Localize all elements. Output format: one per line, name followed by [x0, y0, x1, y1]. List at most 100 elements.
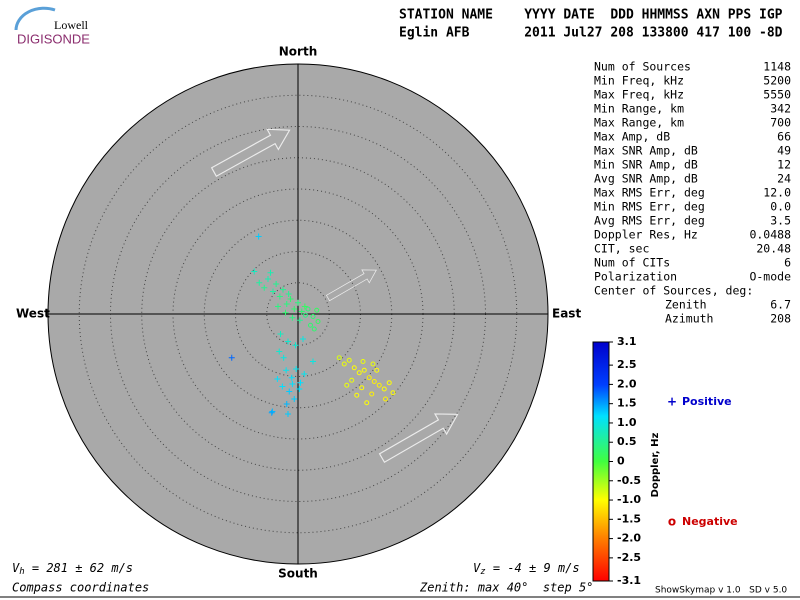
vh-symbol: V: [12, 561, 20, 575]
stat-value: 12.0: [763, 186, 791, 200]
colorbar-tick-label: -2.0: [617, 532, 641, 545]
source-positive: [276, 348, 283, 355]
stat-value: 342: [770, 102, 791, 116]
dir-south: South: [278, 567, 318, 581]
stat-label: Min Freq, kHz: [594, 74, 684, 88]
drift-arrows: [210, 128, 459, 463]
colorbar-tick-label: 0.5: [617, 435, 637, 448]
colorbar-tick-label: -2.5: [617, 551, 641, 564]
arrow: [378, 413, 459, 463]
colorbar-tick-label: 3.1: [617, 335, 637, 348]
source-negative: [303, 312, 308, 318]
source-negative: [359, 385, 365, 391]
stat-value: 24: [777, 172, 791, 186]
colorbar-tick-label: 0: [617, 455, 625, 468]
source-positive: [291, 396, 298, 402]
source-positive: [255, 233, 262, 240]
stat-label: Max Freq, kHz: [594, 88, 684, 102]
source-negative: [310, 314, 316, 319]
legend-marker: o: [668, 515, 676, 529]
center-row-label: Azimuth: [665, 312, 713, 326]
source-positive: [269, 408, 276, 415]
colorbar-tick-label: -1.5: [617, 512, 641, 525]
source-positive: [298, 308, 305, 315]
source-positive: [228, 354, 235, 361]
stat-label: Min RMS Err, deg: [594, 200, 705, 214]
source-positive: [293, 366, 300, 372]
source-negative: [390, 390, 396, 396]
source-negative: [349, 377, 355, 383]
source-positive: [295, 299, 301, 306]
source-negative: [314, 307, 320, 313]
colorbar-tick-label: 2.5: [617, 358, 637, 371]
source-negative: [361, 367, 367, 373]
colorbar: [592, 341, 610, 582]
stat-label: Polarization: [594, 270, 677, 284]
source-negative: [364, 400, 370, 406]
stat-label: Avg RMS Err, deg: [594, 214, 705, 228]
source-positive: [310, 358, 316, 365]
legend-marker: +: [667, 395, 677, 409]
source-positive: [285, 291, 292, 297]
vz-text: = -4 ± 9 m/s: [486, 561, 580, 575]
stat-value: 5200: [763, 74, 791, 88]
source-positive: [273, 281, 280, 287]
colorbar-tick-label: -0.5: [617, 474, 641, 487]
stat-value: 3.5: [770, 214, 791, 228]
arrow: [325, 269, 377, 302]
source-positive: [261, 284, 268, 291]
source-positive: [277, 331, 284, 337]
source-negative: [360, 359, 366, 364]
legend-label: Positive: [682, 395, 732, 408]
source-positive: [274, 376, 281, 382]
coords-note: Compass coordinates: [12, 581, 149, 595]
vz: Vz = -4 ± 9 m/s: [473, 561, 580, 577]
stat-value: 66: [777, 130, 791, 144]
source-positive: [283, 301, 290, 307]
stat-value: 12: [777, 158, 791, 172]
colorbar-label: Doppler, Hz: [650, 433, 661, 498]
source-positive: [280, 286, 286, 293]
stat-label: Avg SNR Amp, dB: [594, 172, 698, 186]
stat-value: 0.0488: [749, 228, 791, 242]
logo-arc: [14, 6, 56, 31]
source-positive: [289, 381, 296, 387]
source-negative: [381, 386, 387, 392]
source-positive: [288, 374, 295, 381]
stat-label: Min Range, km: [594, 102, 684, 116]
vh-sub: h: [19, 567, 24, 577]
center-row-label: Zenith: [665, 298, 707, 312]
stat-label: Doppler Res, Hz: [594, 228, 698, 242]
header-values: Eglin AFB 2011 Jul27 208 133800 417 100 …: [399, 26, 783, 41]
source-negative: [366, 375, 372, 381]
stat-label: Max SNR Amp, dB: [594, 144, 698, 158]
source-positive: [287, 296, 294, 302]
source-negative: [308, 322, 313, 328]
source-positive: [270, 288, 276, 295]
dir-west: West: [16, 307, 50, 321]
source-negative: [344, 382, 350, 388]
source-negative: [386, 380, 392, 386]
colorbar-tick-label: -3.1: [617, 574, 641, 587]
dir-north: North: [279, 45, 317, 59]
stat-label: Num of Sources: [594, 60, 691, 74]
source-negative: [311, 326, 317, 332]
source-negative: [315, 319, 321, 324]
version: ShowSkymap v 1.0 SD v 5.0: [655, 586, 787, 596]
source-negative: [346, 357, 352, 363]
source-negative: [305, 306, 311, 312]
points: [228, 233, 396, 417]
source-negative: [383, 396, 388, 402]
vz-symbol: V: [473, 561, 481, 575]
stat-label: CIT, sec: [594, 242, 649, 256]
source-negative: [371, 379, 377, 384]
arrow: [210, 128, 291, 177]
stat-value: 20.48: [756, 242, 791, 256]
source-positive: [276, 293, 283, 300]
stat-value: 700: [770, 116, 791, 130]
source-negative: [351, 365, 357, 371]
stat-label: Num of CITs: [594, 256, 670, 270]
source-positive: [297, 379, 304, 386]
source-positive: [291, 306, 298, 312]
